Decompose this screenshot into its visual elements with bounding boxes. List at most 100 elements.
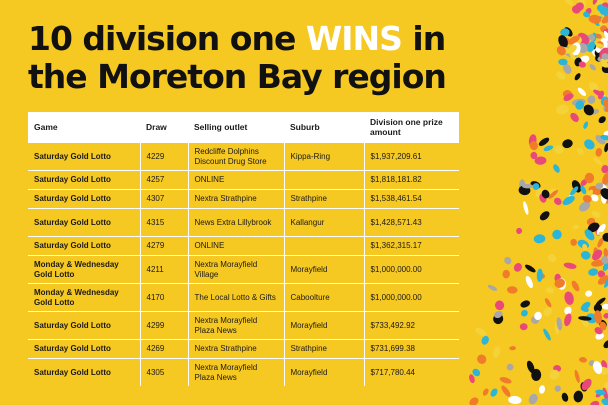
cell-game: Saturday Gold Lotto	[28, 236, 140, 256]
confetti-piece	[576, 148, 584, 155]
confetti-piece	[596, 4, 605, 12]
confetti-piece	[574, 369, 580, 383]
confetti-piece	[591, 194, 599, 202]
cell-suburb: Strathpine	[283, 189, 364, 209]
cell-draw: 4305	[139, 358, 188, 386]
confetti-piece	[579, 55, 590, 64]
confetti-piece	[532, 183, 540, 190]
cell-outlet: ONLINE	[187, 236, 284, 256]
confetti-piece	[567, 35, 580, 45]
cell-suburb: Strathpine	[283, 339, 364, 359]
confetti-piece	[573, 390, 584, 403]
cell-suburb	[283, 236, 364, 256]
confetti-piece	[562, 139, 573, 149]
confetti-piece	[534, 156, 547, 165]
confetti-piece	[579, 201, 591, 212]
confetti-piece	[601, 13, 608, 24]
confetti-piece	[599, 321, 607, 331]
confetti-piece	[494, 300, 505, 311]
confetti-piece	[543, 307, 553, 317]
cell-prize: $731,699.38	[363, 339, 459, 359]
confetti-piece	[506, 363, 514, 371]
confetti-piece	[563, 262, 577, 269]
confetti-piece	[554, 278, 565, 288]
confetti-piece	[531, 368, 542, 381]
confetti-piece	[601, 61, 608, 68]
table-row: Saturday Gold Lotto 4299 Nextra Morayfield…	[28, 311, 459, 340]
confetti-piece	[588, 82, 599, 93]
confetti-piece	[533, 234, 546, 244]
confetti-piece	[469, 374, 475, 384]
cell-outlet: Redcliffe Dolphins Discount Drug Store	[187, 142, 284, 171]
confetti-piece	[520, 300, 530, 308]
confetti-piece	[595, 389, 606, 396]
confetti-piece	[601, 256, 608, 264]
confetti-piece	[588, 360, 595, 366]
cell-suburb	[283, 170, 364, 190]
confetti-piece	[585, 290, 593, 297]
cell-outlet: Nextra Morayfield Plaza News	[187, 358, 284, 386]
cell-draw: 4211	[139, 255, 188, 284]
cell-draw: 4257	[139, 170, 188, 190]
confetti-piece	[494, 310, 503, 319]
confetti-piece	[587, 95, 596, 104]
confetti-piece	[578, 61, 586, 68]
confetti-piece	[529, 141, 538, 151]
table-row: Monday & Wednesday Gold Lotto 4211 Nextra …	[28, 255, 459, 284]
confetti-piece	[597, 275, 608, 285]
confetti-piece	[584, 172, 595, 184]
confetti-piece	[477, 354, 487, 364]
cell-prize: $1,538,461.54	[363, 189, 459, 209]
confetti-piece	[543, 145, 554, 152]
confetti-piece	[544, 298, 552, 308]
cell-prize: $1,428,571.43	[363, 208, 459, 237]
confetti-piece	[481, 335, 489, 345]
confetti-piece	[578, 316, 592, 321]
confetti-piece	[538, 137, 550, 146]
cell-prize: $1,818,181.82	[363, 170, 459, 190]
cell-draw: 4170	[139, 283, 188, 312]
cell-prize: $1,937,209.61	[363, 142, 459, 171]
cell-suburb: Kippa-Ring	[283, 142, 364, 171]
cell-suburb: Morayfield	[283, 255, 364, 284]
cell-game: Monday & Wednesday Gold Lotto	[28, 255, 140, 284]
confetti-piece	[602, 171, 608, 185]
confetti-piece	[582, 243, 588, 251]
cell-draw: 4229	[139, 142, 188, 171]
confetti-piece	[571, 280, 580, 292]
confetti-piece	[548, 189, 559, 199]
cell-outlet: ONLINE	[187, 170, 284, 190]
cell-suburb: Morayfield	[283, 311, 364, 340]
cell-outlet: News Extra Lillybrook	[187, 208, 284, 237]
confetti-piece	[504, 256, 512, 265]
cell-suburb: Morayfield	[283, 358, 364, 386]
cell-draw: 4299	[139, 311, 188, 340]
confetti-piece	[536, 268, 543, 282]
confetti-piece	[472, 368, 481, 377]
confetti-piece	[574, 73, 581, 81]
confetti-piece	[597, 270, 606, 278]
confetti-piece	[549, 369, 560, 380]
cell-prize: $717,780.44	[363, 358, 459, 386]
confetti-piece	[603, 313, 608, 319]
cell-prize: $733,492.92	[363, 311, 459, 340]
confetti-piece	[525, 275, 533, 289]
confetti-piece	[564, 291, 574, 305]
headline-line2: the Moreton Bay region	[28, 57, 447, 96]
table-row: Monday & Wednesday Gold Lotto 4170 The Loc…	[28, 283, 459, 312]
confetti-piece	[596, 223, 606, 235]
confetti-piece	[556, 45, 566, 56]
confetti-piece	[564, 313, 572, 327]
cell-prize: $1,362,315.17	[363, 236, 459, 256]
confetti-piece	[516, 227, 523, 234]
confetti-piece	[547, 253, 557, 263]
confetti-piece	[594, 327, 603, 335]
confetti-piece	[593, 361, 603, 375]
confetti-piece	[513, 263, 522, 272]
confetti-piece	[553, 164, 560, 173]
confetti-piece	[539, 211, 550, 221]
cell-suburb: Kallangur	[283, 208, 364, 237]
confetti-piece	[603, 340, 608, 349]
confetti-piece	[526, 360, 535, 374]
confetti-piece	[592, 249, 603, 261]
